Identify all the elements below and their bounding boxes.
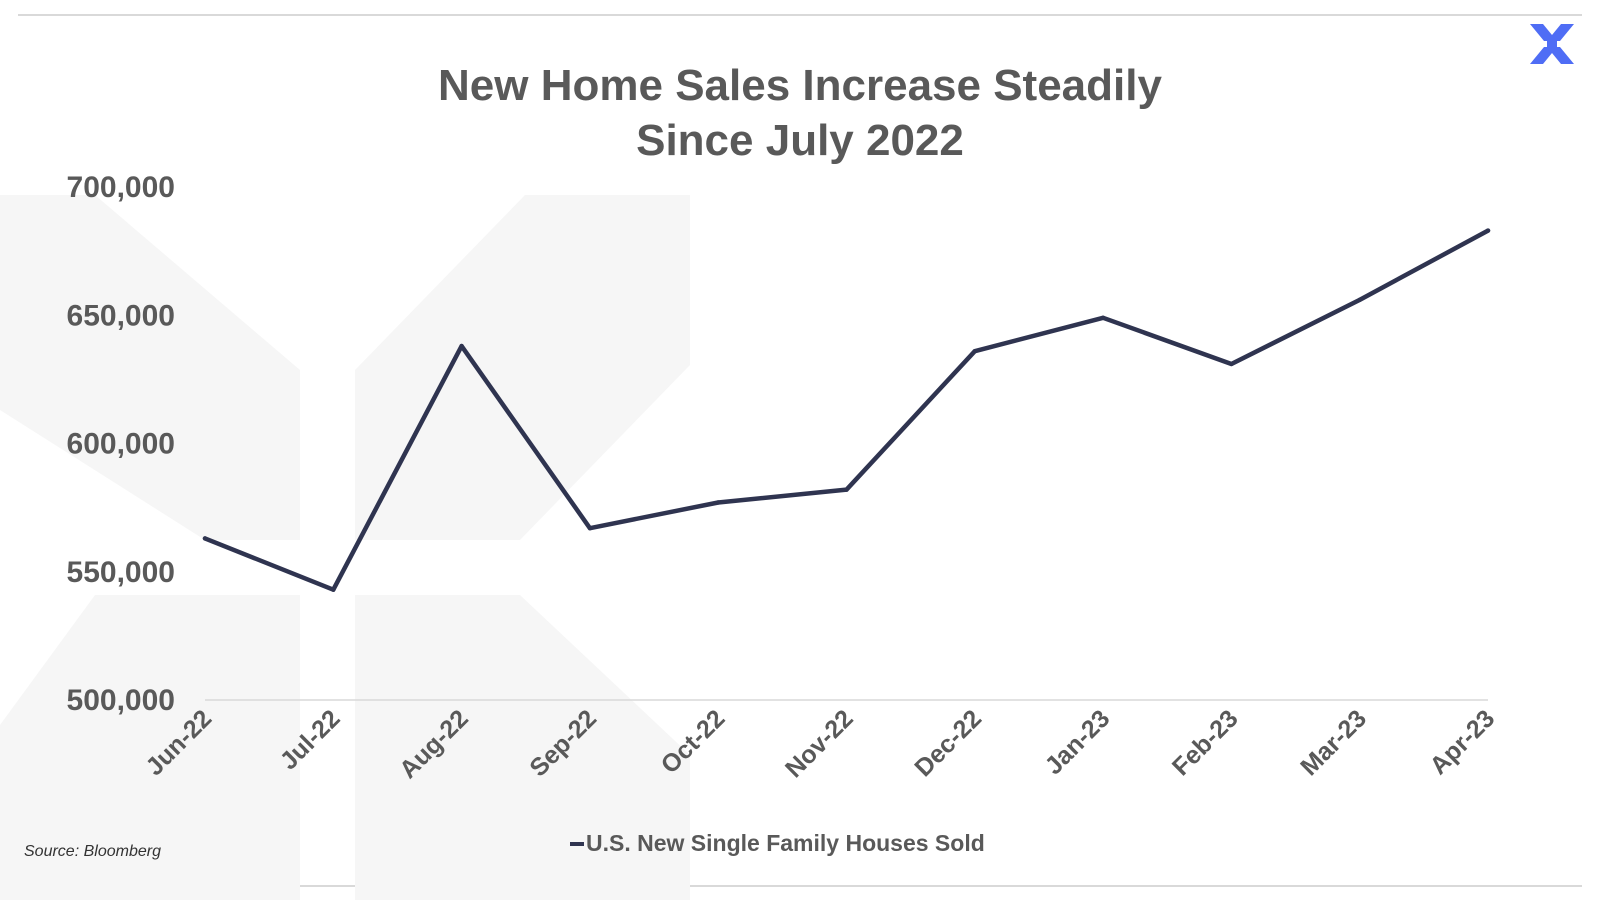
- data-point: [1357, 297, 1362, 303]
- data-point: [844, 487, 849, 492]
- x-tick-label: Nov-22: [780, 704, 859, 783]
- bottom-border: [18, 885, 1582, 887]
- x-tick-label: Jul-22: [275, 704, 346, 775]
- legend-label: U.S. New Single Family Houses Sold: [586, 830, 985, 856]
- x-tick-label: Oct-22: [656, 704, 731, 779]
- x-tick-label: Feb-23: [1167, 704, 1244, 781]
- data-point: [587, 525, 593, 531]
- chart-title-line-1: New Home Sales Increase Steadily: [438, 61, 1162, 110]
- legend-swatch: [570, 841, 584, 846]
- x-tick-label: Mar-23: [1295, 704, 1372, 781]
- x-tick-label: Aug-22: [394, 704, 474, 784]
- data-point: [716, 500, 721, 505]
- series-line: [202, 228, 1491, 592]
- y-tick-label: 550,000: [67, 556, 175, 589]
- x-tick-label: Jan-23: [1040, 704, 1116, 780]
- data-point: [459, 343, 464, 349]
- chart-title: New Home Sales Increase Steadily Since J…: [300, 58, 1300, 168]
- y-tick-label: 600,000: [67, 428, 175, 461]
- x-logo-icon: [1530, 24, 1574, 64]
- x-tick-label: Dec-22: [909, 704, 987, 782]
- data-point: [1485, 228, 1491, 233]
- data-point: [972, 348, 977, 354]
- top-border: [18, 14, 1582, 16]
- chart-title-line-2: Since July 2022: [636, 116, 964, 165]
- y-tick-label: 700,000: [67, 171, 175, 204]
- y-tick-label: 500,000: [67, 684, 175, 717]
- data-point: [1100, 315, 1106, 321]
- y-tick-label: 650,000: [67, 299, 175, 332]
- data-point: [202, 536, 208, 541]
- data-point: [331, 587, 336, 592]
- x-tick-label: Apr-23: [1424, 704, 1500, 780]
- data-point: [1229, 361, 1234, 367]
- chart-legend: U.S. New Single Family Houses Sold: [570, 830, 985, 857]
- x-tick-label: Sep-22: [524, 704, 602, 782]
- source-note: Source: Bloomberg: [24, 843, 161, 860]
